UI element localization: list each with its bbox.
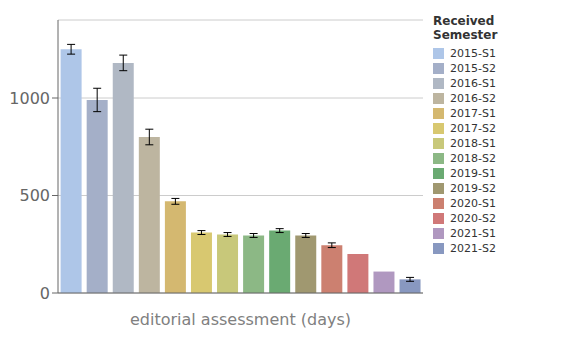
- html-text:2018-S2: 2018-S2: [450, 152, 496, 165]
- svg-text:editorial assessment (days): editorial assessment (days): [130, 310, 351, 329]
- html-text:2015-S1: 2015-S1: [450, 47, 496, 60]
- svg-text:0: 0: [40, 284, 50, 303]
- html-text:2019-S1: 2019-S1: [450, 167, 496, 180]
- html-text:2017-S2: 2017-S2: [450, 122, 496, 135]
- html-text:2015-S2: 2015-S2: [450, 62, 496, 75]
- html-text:Received Semester: Received Semester: [433, 14, 498, 42]
- html-text:2016-S2: 2016-S2: [450, 92, 496, 105]
- svg-text:500: 500: [19, 186, 50, 205]
- html-text:2021-S2: 2021-S2: [450, 242, 496, 255]
- html-text:2020-S1: 2020-S1: [450, 197, 496, 210]
- svg-text:1000: 1000: [9, 89, 50, 108]
- html-text:2016-S1: 2016-S1: [450, 77, 496, 90]
- html-text:2021-S1: 2021-S1: [450, 227, 496, 240]
- html-text:2020-S2: 2020-S2: [450, 212, 496, 225]
- html-text:2017-S1: 2017-S1: [450, 107, 496, 120]
- html-text:2019-S2: 2019-S2: [450, 182, 496, 195]
- html-text:2018-S1: 2018-S1: [450, 137, 496, 150]
